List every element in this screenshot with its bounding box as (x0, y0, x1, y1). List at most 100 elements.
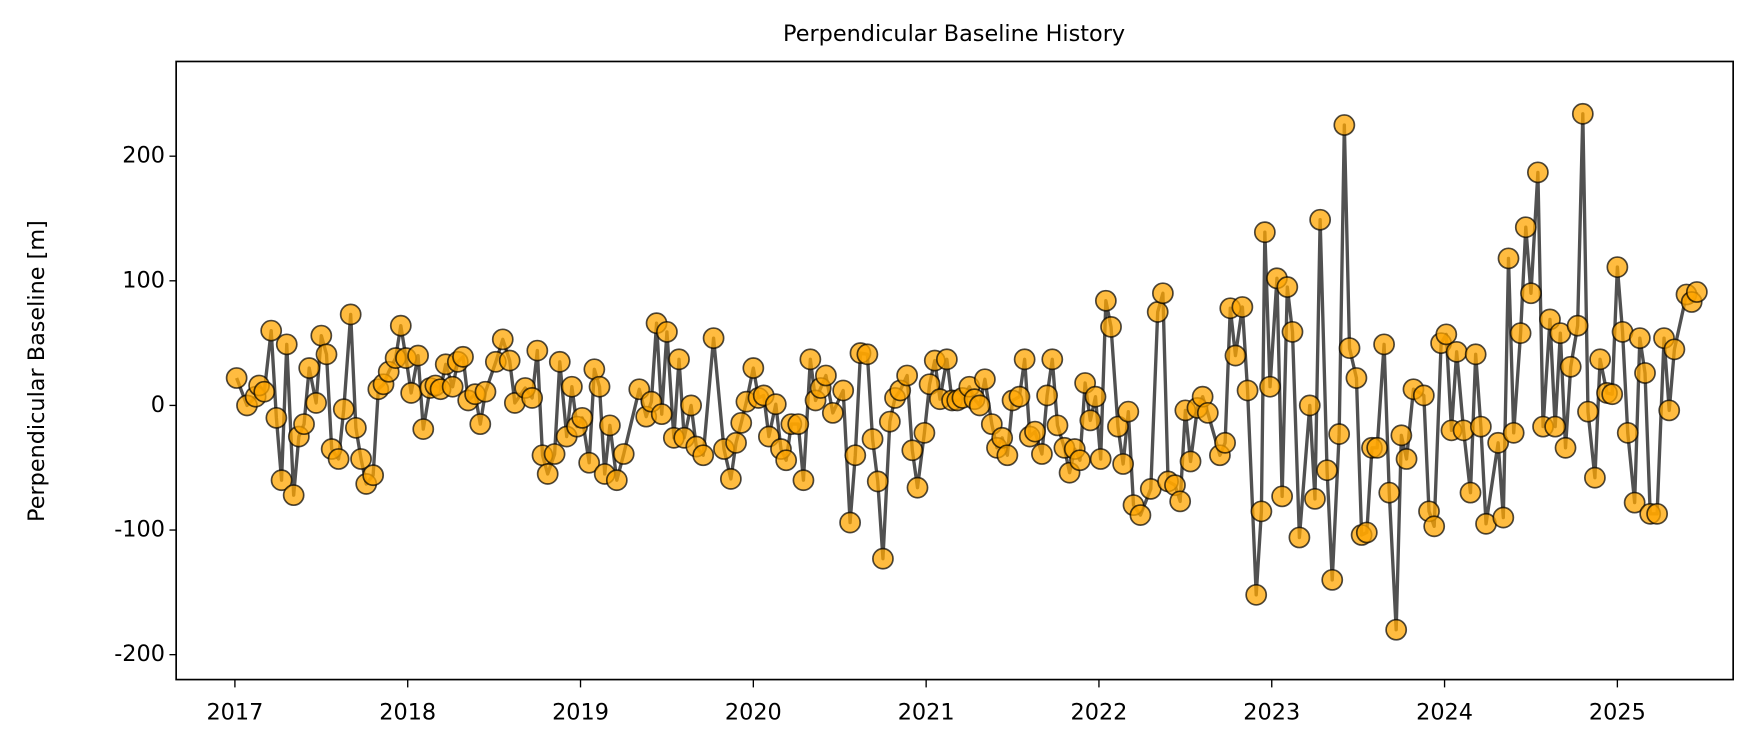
data-point (775, 449, 798, 472)
data-point (265, 406, 288, 429)
data-point (787, 413, 810, 436)
x-tick-label: 2018 (379, 700, 436, 726)
data-point (1378, 481, 1401, 504)
data-point (282, 484, 305, 507)
data-point (1345, 367, 1368, 389)
data-point (578, 451, 601, 474)
data-point (1520, 282, 1542, 305)
data-point (821, 402, 844, 424)
data-point (1298, 394, 1321, 417)
data-point (918, 373, 941, 396)
data-point (1497, 247, 1520, 270)
y-tick-label: 200 (122, 143, 165, 169)
data-point (815, 364, 837, 387)
data-point (1514, 216, 1537, 239)
y-tick-label: 0 (151, 392, 165, 418)
data-point (1214, 431, 1236, 454)
data-point (389, 314, 412, 337)
data-point (1224, 344, 1247, 367)
data-point (350, 448, 372, 470)
data-point (253, 380, 276, 403)
data-point (1179, 450, 1202, 473)
x-tick-label: 2023 (1243, 700, 1300, 726)
data-point (412, 418, 435, 440)
data-point (344, 416, 367, 439)
data-point (491, 328, 514, 351)
data-point (878, 410, 901, 433)
data-point (1373, 333, 1395, 356)
data-point (1366, 436, 1389, 459)
data-point (526, 339, 549, 362)
data-point (1069, 449, 1091, 472)
data-point (1502, 421, 1525, 444)
data-point (1333, 114, 1356, 136)
data-point (1100, 316, 1122, 338)
data-point (1250, 500, 1273, 523)
data-point (1584, 466, 1606, 489)
data-point (1196, 402, 1219, 424)
data-point (656, 320, 678, 343)
data-point (1236, 379, 1259, 402)
data-point (588, 375, 611, 398)
data-point (1445, 340, 1468, 363)
data-point (832, 379, 855, 402)
data-point (1231, 296, 1254, 318)
data-point (548, 350, 571, 373)
data-point (1509, 322, 1532, 345)
data-point (1492, 506, 1515, 529)
data-point (1036, 384, 1059, 407)
data-point (1276, 276, 1299, 298)
data-point (1041, 348, 1064, 371)
data-point (799, 348, 822, 371)
data-point (996, 444, 1019, 467)
data-point (1107, 415, 1129, 438)
data-point (1554, 436, 1577, 459)
data-point (1464, 343, 1487, 366)
data-point (792, 469, 815, 492)
data-point (1469, 415, 1492, 438)
x-tick-label: 2025 (1589, 700, 1646, 726)
data-point (725, 431, 747, 454)
data-point (1079, 409, 1102, 432)
data-point (327, 448, 350, 470)
data-point (498, 349, 521, 372)
data-point (605, 469, 628, 492)
data-point (1423, 515, 1446, 538)
data-point (339, 303, 362, 326)
data-point (536, 463, 559, 485)
data-point (719, 468, 742, 490)
data-point (407, 344, 429, 367)
data-point (901, 439, 924, 462)
y-tick-label: -100 (114, 517, 165, 543)
data-point (1271, 485, 1294, 508)
y-tick-label: 100 (122, 267, 165, 293)
data-point (1390, 424, 1413, 447)
data-point (1304, 487, 1326, 510)
data-point (1634, 362, 1656, 384)
data-point (1094, 289, 1117, 312)
data-point (612, 443, 635, 465)
data-point (872, 547, 894, 570)
data-point (452, 345, 474, 368)
data-point (1685, 281, 1708, 303)
data-point (1412, 384, 1435, 407)
data-point (764, 393, 787, 416)
x-tick-label: 2017 (206, 700, 263, 726)
data-point (1526, 161, 1549, 184)
data-point (1008, 385, 1031, 408)
y-tick-label: -200 (114, 641, 165, 667)
data-point (225, 367, 248, 389)
data-point (474, 380, 497, 403)
data-point (305, 392, 328, 414)
data-point (1385, 618, 1408, 641)
data-point (861, 428, 884, 450)
data-point (839, 511, 862, 534)
data-point (1658, 399, 1681, 422)
data-point (973, 368, 996, 391)
data-point (1031, 443, 1053, 465)
data-point (571, 406, 594, 429)
data-point (1321, 568, 1344, 591)
data-point (315, 343, 338, 366)
x-tick-label: 2019 (552, 700, 609, 726)
x-tick-label: 2020 (725, 700, 782, 726)
